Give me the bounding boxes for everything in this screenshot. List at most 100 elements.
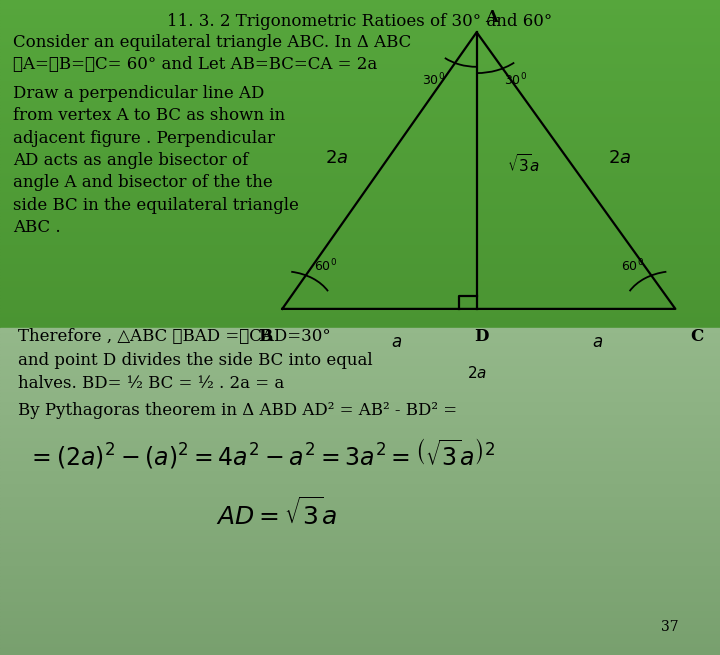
Bar [0, 111, 720, 115]
Bar [0, 301, 720, 305]
Bar [0, 547, 720, 550]
Bar [0, 393, 720, 396]
Bar [0, 13, 720, 16]
Bar [0, 580, 720, 583]
Bar [0, 79, 720, 82]
Bar [0, 599, 720, 603]
Bar [0, 174, 720, 177]
Bar [0, 193, 720, 196]
Bar [0, 508, 720, 511]
Text: Consider an equilateral triangle ABC. In Δ ABC: Consider an equilateral triangle ABC. In… [13, 34, 411, 51]
Bar [0, 59, 720, 62]
Bar [0, 521, 720, 524]
Bar [0, 563, 720, 567]
Bar [0, 190, 720, 193]
Bar [0, 259, 720, 262]
Bar [0, 645, 720, 648]
Bar [0, 10, 720, 13]
Bar [0, 586, 720, 590]
Bar [0, 334, 720, 337]
Bar [0, 370, 720, 373]
Bar [0, 347, 720, 350]
Text: from vertex A to BC as shown in: from vertex A to BC as shown in [13, 107, 285, 124]
Bar [0, 357, 720, 360]
Bar [0, 272, 720, 275]
Bar [0, 118, 720, 121]
Bar [0, 262, 720, 265]
Bar [0, 612, 720, 616]
Bar [0, 344, 720, 347]
Bar [0, 105, 720, 108]
Bar [0, 20, 720, 23]
Text: $AD = \sqrt{3}a$: $AD = \sqrt{3}a$ [216, 498, 337, 531]
Bar [0, 308, 720, 311]
Bar [0, 52, 720, 56]
Text: $\sqrt{3}a$: $\sqrt{3}a$ [507, 153, 540, 176]
Bar [0, 560, 720, 563]
Bar [0, 324, 720, 328]
Bar [0, 377, 720, 380]
Text: $60^0$: $60^0$ [621, 257, 644, 274]
Bar [0, 26, 720, 29]
Bar [0, 298, 720, 301]
Bar [0, 413, 720, 416]
Text: angle A and bisector of the the: angle A and bisector of the the [13, 174, 273, 191]
Bar [0, 439, 720, 442]
Bar [0, 314, 720, 318]
Bar [0, 108, 720, 111]
Bar [0, 583, 720, 586]
Bar [0, 409, 720, 413]
Bar [0, 472, 720, 475]
Bar [0, 350, 720, 354]
Bar [0, 635, 720, 639]
Bar [0, 629, 720, 632]
Text: AD acts as angle bisector of: AD acts as angle bisector of [13, 152, 248, 169]
Bar [0, 596, 720, 599]
Bar [0, 255, 720, 259]
Bar [0, 462, 720, 465]
Bar [0, 311, 720, 314]
Bar [0, 288, 720, 291]
Bar [0, 567, 720, 570]
Bar [0, 46, 720, 49]
Bar [0, 275, 720, 278]
Bar [0, 134, 720, 138]
Bar [0, 606, 720, 609]
Bar [0, 590, 720, 593]
Bar [0, 69, 720, 72]
Bar [0, 170, 720, 174]
Bar [0, 380, 720, 383]
Bar [0, 524, 720, 527]
Bar [0, 124, 720, 128]
Text: 11. 3. 2 Trigonometric Ratioes of 30° and 60°: 11. 3. 2 Trigonometric Ratioes of 30° an… [167, 13, 553, 30]
Text: $a$: $a$ [592, 334, 603, 351]
Bar [0, 229, 720, 233]
Bar [0, 278, 720, 282]
Bar [0, 7, 720, 10]
Bar [0, 102, 720, 105]
Bar [0, 449, 720, 452]
Bar [0, 632, 720, 635]
Bar [0, 157, 720, 160]
Bar [0, 419, 720, 422]
Bar [0, 485, 720, 488]
Bar [0, 488, 720, 491]
Bar [0, 196, 720, 200]
Bar [0, 465, 720, 468]
Bar [0, 285, 720, 288]
Bar [0, 246, 720, 249]
Bar [0, 56, 720, 59]
Bar [0, 576, 720, 580]
Bar [0, 426, 720, 429]
Bar [0, 219, 720, 223]
Bar [0, 429, 720, 432]
Bar [0, 3, 720, 7]
Bar [0, 495, 720, 498]
Bar [0, 354, 720, 357]
Bar [0, 210, 720, 213]
Bar [0, 29, 720, 33]
Text: ABC .: ABC . [13, 219, 60, 236]
Bar [0, 616, 720, 619]
Bar [0, 160, 720, 164]
Text: $60^0$: $60^0$ [314, 257, 337, 274]
